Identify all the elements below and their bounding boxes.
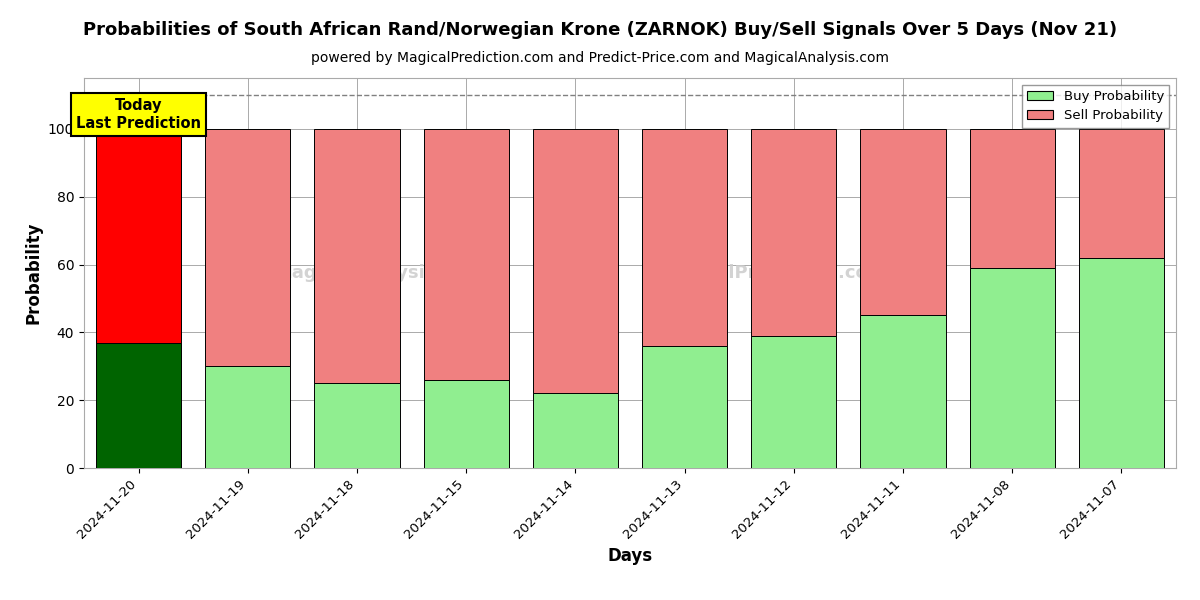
Bar [751, 336, 836, 468]
Bar [970, 268, 1055, 468]
Bar [860, 316, 946, 468]
Bar [970, 129, 1055, 268]
X-axis label: Days: Days [607, 547, 653, 565]
Bar [533, 394, 618, 468]
Bar [642, 129, 727, 346]
Bar [1079, 258, 1164, 468]
Legend: Buy Probability, Sell Probability: Buy Probability, Sell Probability [1021, 85, 1170, 128]
Bar [96, 129, 181, 343]
Bar [860, 129, 946, 316]
Text: MagicalPrediction.com: MagicalPrediction.com [658, 264, 887, 282]
Bar [96, 343, 181, 468]
Text: powered by MagicalPrediction.com and Predict-Price.com and MagicalAnalysis.com: powered by MagicalPrediction.com and Pre… [311, 51, 889, 65]
Bar [205, 129, 290, 366]
Bar [424, 380, 509, 468]
Y-axis label: Probability: Probability [24, 222, 42, 324]
Bar [314, 383, 400, 468]
Bar [205, 366, 290, 468]
Bar [1079, 129, 1164, 258]
Bar [314, 129, 400, 383]
Bar [424, 129, 509, 380]
Text: MagicalAnalysis.com: MagicalAnalysis.com [274, 264, 484, 282]
Text: Probabilities of South African Rand/Norwegian Krone (ZARNOK) Buy/Sell Signals Ov: Probabilities of South African Rand/Norw… [83, 21, 1117, 39]
Bar [533, 129, 618, 394]
Bar [642, 346, 727, 468]
Text: Today
Last Prediction: Today Last Prediction [76, 98, 202, 131]
Bar [751, 129, 836, 336]
